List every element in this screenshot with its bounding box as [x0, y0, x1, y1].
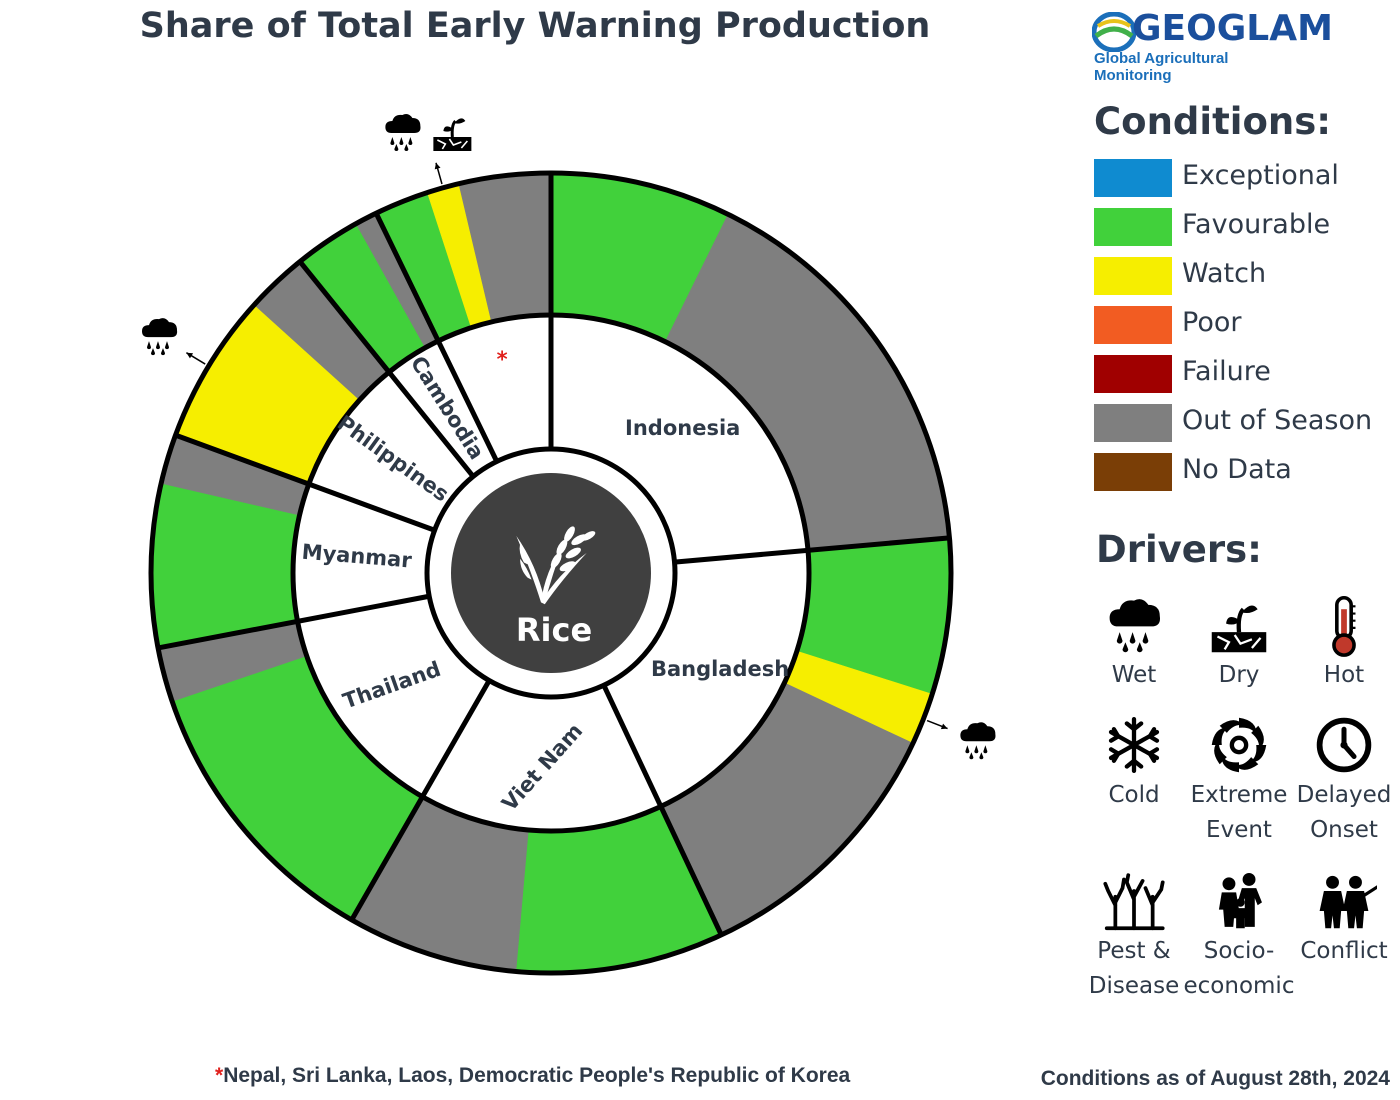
center-label: Rice	[516, 611, 592, 649]
driver-arrowhead	[940, 723, 948, 730]
country-wedge-other	[438, 315, 551, 462]
driver-legend-pest-disease: Pest & Disease	[1074, 868, 1194, 1004]
driver-arrowhead	[186, 352, 194, 359]
driver-markers	[141, 114, 996, 760]
driver-legend-extreme-event: Extreme Event	[1179, 712, 1299, 848]
driver-legend-label: Extreme	[1190, 782, 1288, 808]
driver-legend-conflict: Conflict	[1284, 868, 1400, 969]
country-dividers	[157, 173, 950, 936]
country-label-other: *	[497, 348, 508, 372]
driver-arrowhead	[434, 162, 441, 170]
divider-line	[174, 432, 436, 533]
driver-legend-label: Wet	[1111, 662, 1157, 688]
wet-icon	[1109, 599, 1161, 653]
logo-name: GEOGLAM	[1132, 8, 1333, 49]
delayed-onset-icon	[1316, 717, 1372, 773]
driver-legend-dry: Dry	[1179, 592, 1299, 693]
footnote-text: Nepal, Sri Lanka, Laos, Democratic Peopl…	[223, 1064, 851, 1087]
legend-label-favourable: Favourable	[1182, 209, 1331, 240]
driver-legend-label: Hot	[1323, 662, 1365, 688]
globe-icon	[1092, 12, 1136, 52]
outer-border	[148, 170, 954, 976]
country-wedge-thailand	[297, 596, 490, 797]
legend-label-exceptional: Exceptional	[1182, 160, 1339, 191]
logo-subtitle: Global Agricultural Monitoring	[1094, 50, 1229, 84]
inner-border	[424, 446, 678, 700]
driver-legend-cold: Cold	[1074, 712, 1194, 813]
middle-border	[290, 312, 812, 834]
legend-swatch-watch	[1094, 257, 1172, 295]
conflict-icon	[1319, 875, 1377, 929]
divider-line	[349, 679, 492, 922]
divider-line	[674, 535, 950, 565]
legend-swatch-no-data	[1094, 453, 1172, 491]
driver-legend-label: Dry	[1218, 662, 1260, 688]
divider-line	[157, 593, 430, 651]
country-label-bangladesh: Bangladesh	[651, 657, 789, 681]
driver-marker-dry-icon	[433, 118, 472, 152]
driver-legend-label: Pest &	[1097, 938, 1171, 964]
drivers-legend-title: Drivers:	[1096, 528, 1262, 571]
legend-label-out-of-season: Out of Season	[1182, 405, 1373, 436]
divider-line	[601, 684, 724, 936]
outer-ring	[150, 172, 952, 974]
geoglam-logo: GEOGLAM Global Agricultural Monitoring	[1090, 8, 1333, 84]
driver-legend-label: Disease	[1088, 973, 1180, 999]
divider-line	[373, 212, 500, 463]
chart-title: Share of Total Early Warning Production	[139, 6, 931, 46]
driver-legend-label: Socio-	[1203, 938, 1275, 964]
socio-economic-icon	[1218, 873, 1262, 929]
dry-icon	[1211, 605, 1267, 653]
legend-label-no-data: No Data	[1182, 454, 1292, 485]
extreme-event-icon	[1211, 717, 1267, 773]
country-label-indonesia: Indonesia	[625, 416, 740, 440]
footnote-star: *	[215, 1064, 224, 1087]
country-wedge-indonesia	[551, 315, 809, 563]
driver-legend-label: Cold	[1108, 782, 1160, 808]
driver-legend-hot: Hot	[1284, 592, 1400, 693]
driver-legend-label: Event	[1206, 817, 1272, 843]
driver-legend-socio-economic: Socio-economic	[1179, 868, 1299, 1004]
cold-icon	[1108, 717, 1160, 773]
driver-marker-wet-icon	[385, 114, 421, 152]
pest-disease-icon	[1103, 873, 1165, 931]
driver-legend-wet: Wet	[1074, 592, 1194, 693]
driver-marker-wet-icon	[960, 722, 996, 760]
legend-swatch-exceptional	[1094, 159, 1172, 197]
divider-line	[297, 260, 476, 479]
legend-swatch-favourable	[1094, 208, 1172, 246]
driver-legend-label: Onset	[1310, 817, 1378, 843]
country-wedge-bangladesh	[603, 550, 809, 807]
center-hub: Rice	[430, 452, 672, 694]
driver-legend-label: Conflict	[1300, 938, 1388, 964]
ring-borders	[148, 170, 954, 976]
hot-icon	[1332, 595, 1356, 657]
conditions-legend-title: Conditions:	[1094, 100, 1332, 143]
footnote: *Nepal, Sri Lanka, Laos, Democratic Peop…	[215, 1064, 850, 1088]
country-wedge-cambodia	[389, 340, 497, 477]
driver-legend-label: economic	[1183, 973, 1295, 999]
legend-label-failure: Failure	[1182, 356, 1271, 387]
driver-legend-label: Delayed	[1296, 782, 1392, 808]
driver-legend-delayed-onset: Delayed Onset	[1284, 712, 1400, 848]
country-wedge-viet-nam	[422, 680, 661, 831]
driver-marker-wet-icon	[141, 318, 178, 356]
legend-swatch-out-of-season	[1094, 404, 1172, 442]
conditions-date: Conditions as of August 28th, 2024	[1040, 1067, 1390, 1090]
legend-label-poor: Poor	[1182, 307, 1242, 338]
rice-icon	[516, 526, 596, 605]
legend-swatch-poor	[1094, 306, 1172, 344]
legend-label-watch: Watch	[1182, 258, 1267, 289]
legend-swatch-failure	[1094, 355, 1172, 393]
